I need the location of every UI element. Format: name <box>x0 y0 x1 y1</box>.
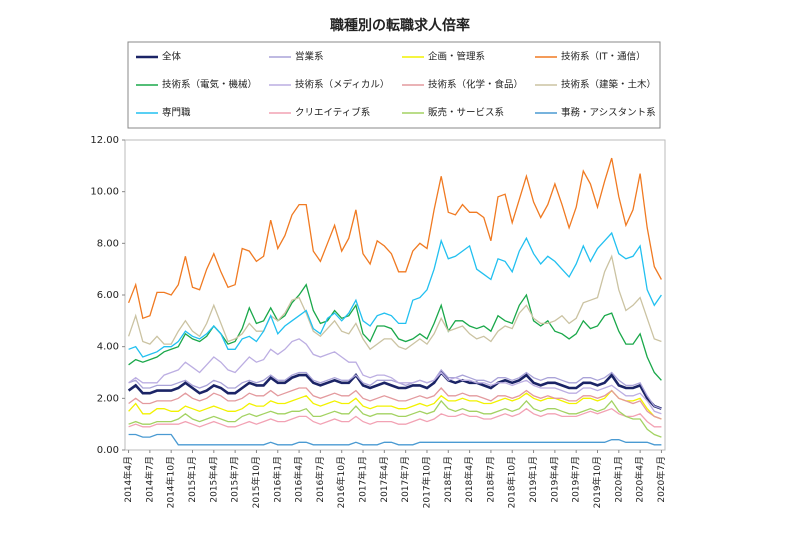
legend-label: 企画・管理系 <box>428 51 485 63</box>
legend-label: 技術系（化学・食品） <box>428 79 523 91</box>
series-line <box>127 157 662 320</box>
plot-frame <box>124 139 666 451</box>
x-tick-label: 2015年4月 <box>207 456 219 503</box>
series-line <box>127 254 662 351</box>
series-line <box>128 368 662 410</box>
x-tick-label: 2015年7月 <box>229 456 241 503</box>
y-tick-label: 12.00 <box>90 135 119 146</box>
legend-label: 技術系（メディカル） <box>295 79 389 91</box>
x-tick-label: 2015年1月 <box>186 456 198 503</box>
legend-label: 事務・アシスタント系 <box>561 107 656 119</box>
series-line <box>128 433 662 446</box>
legend-label: クリエイティブ系 <box>295 107 370 119</box>
x-tick-label: 2018年4月 <box>463 456 475 503</box>
x-tick-label: 2019年10月 <box>591 456 603 508</box>
x-tick-label: 2017年10月 <box>420 456 432 508</box>
x-tick-label: 2019年7月 <box>570 456 582 503</box>
legend-label: 技術系（IT・通信） <box>561 51 646 63</box>
legend-label: 全体 <box>162 51 182 63</box>
y-tick-label: 6.00 <box>97 290 119 301</box>
x-tick-label: 2016年1月 <box>271 456 283 503</box>
legend-box <box>127 41 661 129</box>
x-tick-label: 2017年7月 <box>399 456 411 503</box>
x-tick-label: 2016年10月 <box>335 456 347 508</box>
y-tick-label: 2.00 <box>97 393 119 404</box>
x-tick-label: 2018年7月 <box>484 456 496 503</box>
y-tick-label: 10.00 <box>90 187 119 198</box>
chart-title: 職種別の転職求人倍率 <box>330 17 470 34</box>
legend-label: 技術系（建築・土木） <box>561 79 656 91</box>
x-tick-label: 2017年1月 <box>357 456 369 503</box>
x-tick-label: 2018年10月 <box>506 456 518 508</box>
y-tick-label: 0.00 <box>97 445 119 456</box>
x-tick-label: 2015年10月 <box>250 456 262 508</box>
x-tick-label: 2019年1月 <box>527 456 539 503</box>
series-line <box>128 387 662 420</box>
series-line <box>128 231 662 358</box>
series-line <box>128 389 662 420</box>
y-tick-label: 8.00 <box>97 238 119 249</box>
legend-label: 営業系 <box>295 51 324 63</box>
x-tick-label: 2014年4月 <box>122 456 134 503</box>
y-tick-label: 4.00 <box>97 342 119 353</box>
x-tick-label: 2017年4月 <box>378 456 390 503</box>
series-line <box>128 338 662 415</box>
legend-label: 技術系（電気・機械） <box>162 79 257 91</box>
x-tick-label: 2016年7月 <box>314 456 326 503</box>
series-line <box>128 399 662 438</box>
x-tick-label: 2020年4月 <box>634 456 646 503</box>
x-tick-label: 2019年4月 <box>548 456 560 503</box>
series-line <box>127 370 662 410</box>
x-tick-label: 2014年10月 <box>165 456 177 508</box>
x-tick-label: 2020年7月 <box>655 456 667 503</box>
legend-label: 販売・サービス系 <box>428 107 504 119</box>
series-line <box>128 407 662 428</box>
x-tick-label: 2020年1月 <box>612 456 624 503</box>
x-tick-label: 2014年7月 <box>143 456 155 503</box>
legend-label: 専門職 <box>162 107 191 119</box>
x-tick-label: 2016年4月 <box>293 456 305 503</box>
x-tick-label: 2018年1月 <box>442 456 454 503</box>
